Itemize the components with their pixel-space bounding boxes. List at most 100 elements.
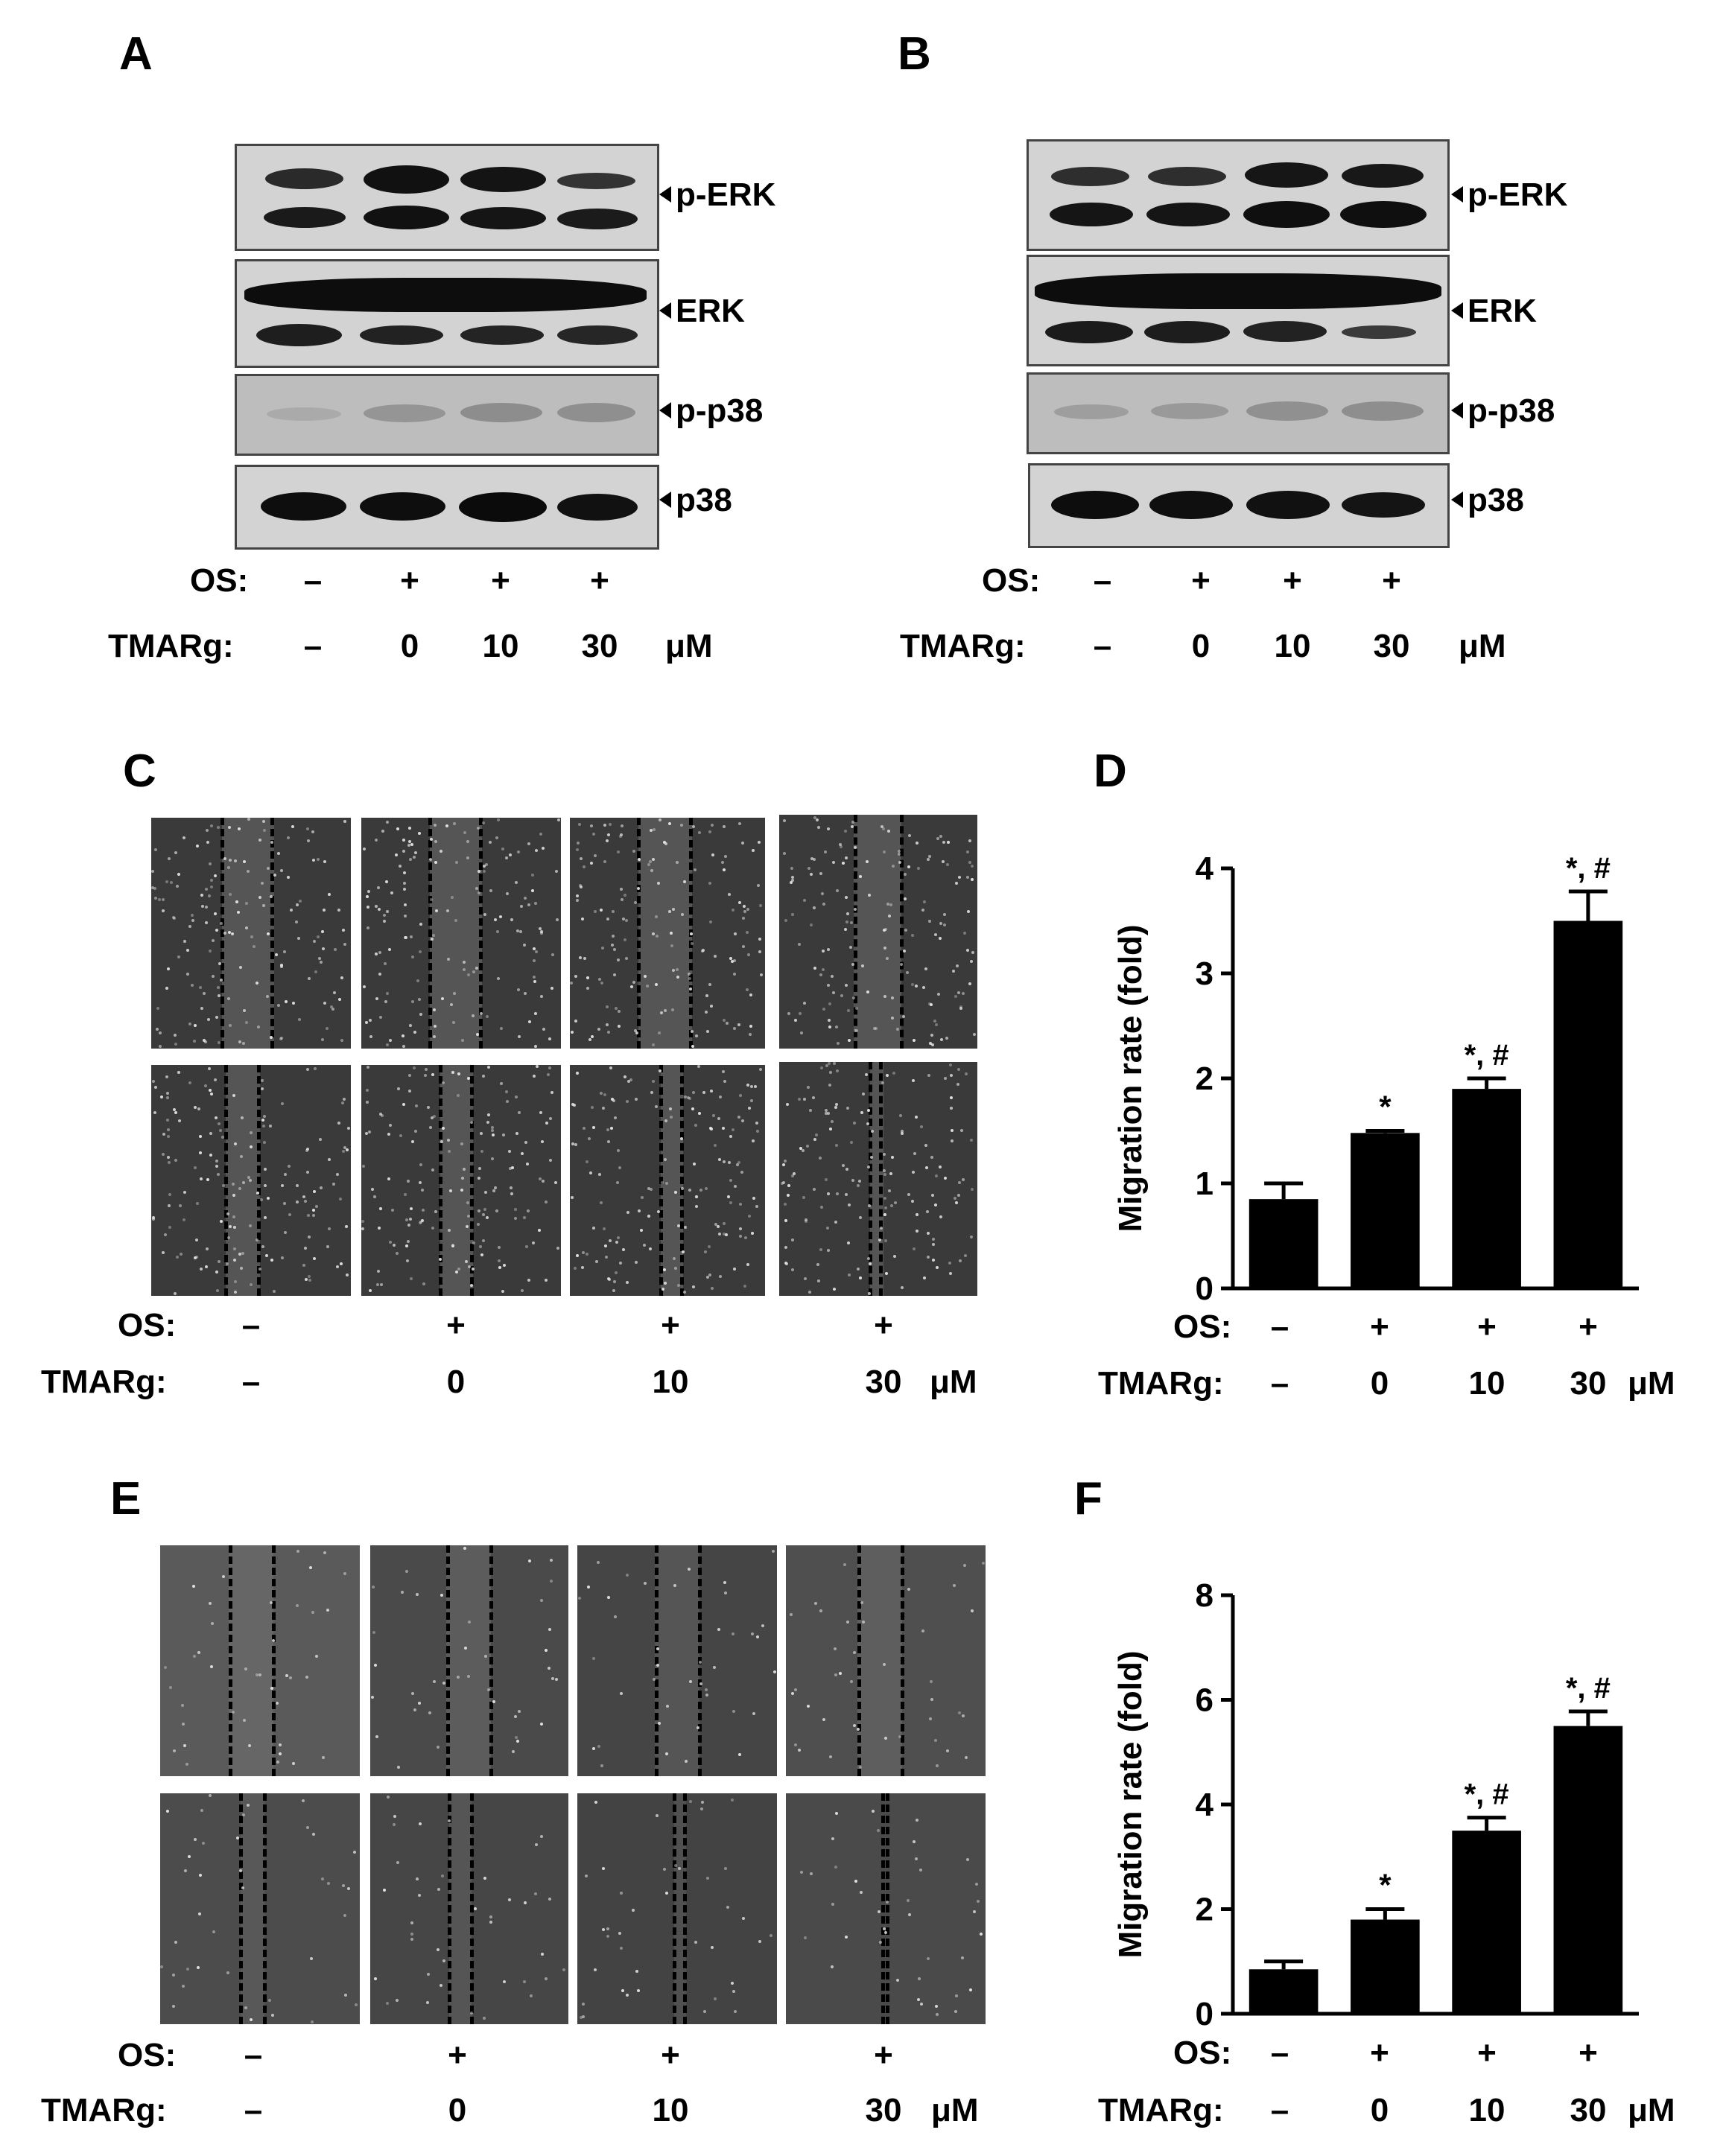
cell-speck bbox=[582, 2015, 585, 2018]
cell-speck bbox=[418, 998, 421, 1001]
cell-speck bbox=[625, 957, 628, 960]
cell-speck bbox=[606, 1935, 609, 1938]
cell-speck bbox=[540, 995, 543, 998]
cell-speck bbox=[656, 1814, 659, 1817]
cell-speck bbox=[407, 1224, 410, 1227]
cell-speck bbox=[574, 975, 577, 978]
cell-speck bbox=[635, 1031, 638, 1034]
cell-speck bbox=[295, 920, 298, 923]
cell-speck bbox=[166, 1096, 169, 1099]
cell-speck bbox=[597, 1561, 600, 1564]
cell-speck bbox=[498, 1259, 501, 1262]
cell-speck bbox=[168, 1204, 171, 1207]
cell-speck bbox=[927, 858, 930, 861]
cell-speck bbox=[421, 1219, 424, 1222]
cell-speck bbox=[535, 849, 538, 852]
cell-speck bbox=[404, 936, 407, 939]
cell-speck bbox=[383, 1889, 386, 1892]
cell-speck bbox=[883, 1213, 886, 1216]
panel-label-a: A bbox=[119, 28, 153, 80]
cell-speck bbox=[197, 1651, 200, 1654]
cell-speck bbox=[699, 1661, 702, 1664]
cell-speck bbox=[738, 901, 741, 904]
cell-speck bbox=[932, 1259, 935, 1262]
cell-speck bbox=[496, 930, 499, 933]
cell-speck bbox=[747, 953, 750, 956]
cell-speck bbox=[883, 1173, 886, 1176]
cell-speck bbox=[663, 841, 666, 844]
cell-speck bbox=[520, 905, 523, 908]
cell-speck bbox=[800, 1871, 803, 1874]
cell-speck bbox=[889, 903, 892, 906]
cell-speck bbox=[448, 1150, 451, 1153]
cell-speck bbox=[279, 1743, 282, 1746]
cell-speck bbox=[918, 1977, 921, 1980]
cell-speck bbox=[618, 1932, 621, 1935]
cell-speck bbox=[232, 1711, 235, 1714]
cell-speck bbox=[216, 1289, 219, 1292]
cell-speck bbox=[930, 1156, 933, 1159]
chart-f-bar-3 bbox=[1452, 1831, 1521, 2014]
cell-speck bbox=[395, 853, 398, 856]
cell-speck bbox=[491, 1126, 494, 1129]
cell-speck bbox=[154, 1086, 157, 1089]
cell-speck bbox=[550, 1580, 553, 1583]
cell-speck bbox=[875, 1027, 878, 1030]
cell-speck bbox=[691, 1107, 694, 1110]
cell-speck bbox=[477, 1223, 480, 1226]
cell-speck bbox=[845, 1193, 848, 1196]
cell-speck bbox=[732, 909, 734, 912]
micrograph-c-4 bbox=[779, 815, 977, 1049]
arrow-left-icon bbox=[659, 302, 671, 319]
cell-speck bbox=[582, 1251, 585, 1254]
cell-speck bbox=[813, 858, 816, 861]
cell-speck bbox=[580, 2016, 583, 2019]
f-os-3: + bbox=[1477, 2035, 1497, 2071]
cell-speck bbox=[571, 1103, 574, 1106]
cell-speck bbox=[223, 932, 226, 935]
cell-speck bbox=[194, 1024, 197, 1027]
b-tmarg-3: 10 bbox=[1274, 628, 1311, 664]
cell-speck bbox=[408, 827, 411, 830]
cell-speck bbox=[917, 867, 920, 870]
cell-speck bbox=[220, 979, 223, 982]
cell-speck bbox=[289, 1676, 292, 1679]
cell-speck bbox=[711, 824, 714, 827]
cell-speck bbox=[822, 950, 825, 953]
cell-speck bbox=[709, 920, 712, 923]
cell-speck bbox=[729, 1179, 732, 1182]
cell-speck bbox=[697, 1726, 699, 1729]
cell-speck bbox=[831, 1837, 834, 1840]
cell-speck bbox=[509, 853, 512, 856]
cell-speck bbox=[472, 1241, 475, 1244]
cell-speck bbox=[401, 1591, 404, 1594]
cell-speck bbox=[689, 1800, 692, 1803]
cell-speck bbox=[784, 1219, 787, 1222]
cell-speck bbox=[184, 1869, 187, 1872]
cell-speck bbox=[390, 891, 393, 894]
cell-speck bbox=[247, 1176, 250, 1179]
cell-speck bbox=[411, 1000, 414, 1003]
cell-speck bbox=[248, 1744, 251, 1747]
cell-speck bbox=[835, 1025, 838, 1028]
cell-speck bbox=[434, 1210, 437, 1213]
cell-speck bbox=[510, 1186, 513, 1189]
cell-speck bbox=[433, 1008, 436, 1011]
cell-speck bbox=[915, 1857, 918, 1860]
cell-speck bbox=[345, 1225, 348, 1228]
cell-speck bbox=[413, 1708, 416, 1711]
cell-speck bbox=[966, 876, 969, 879]
cell-speck bbox=[656, 1647, 659, 1650]
cell-speck bbox=[835, 1812, 838, 1815]
cell-speck bbox=[247, 818, 250, 821]
cell-speck bbox=[508, 1150, 511, 1153]
cell-speck bbox=[204, 1040, 207, 1043]
cell-speck bbox=[214, 1078, 217, 1081]
cell-speck bbox=[806, 1145, 809, 1148]
cell-speck bbox=[845, 856, 848, 859]
cell-speck bbox=[614, 1615, 617, 1618]
cell-speck bbox=[706, 1276, 709, 1279]
cell-speck bbox=[322, 1756, 325, 1759]
micrograph-e-1 bbox=[160, 1545, 360, 1776]
cell-speck bbox=[808, 867, 810, 870]
